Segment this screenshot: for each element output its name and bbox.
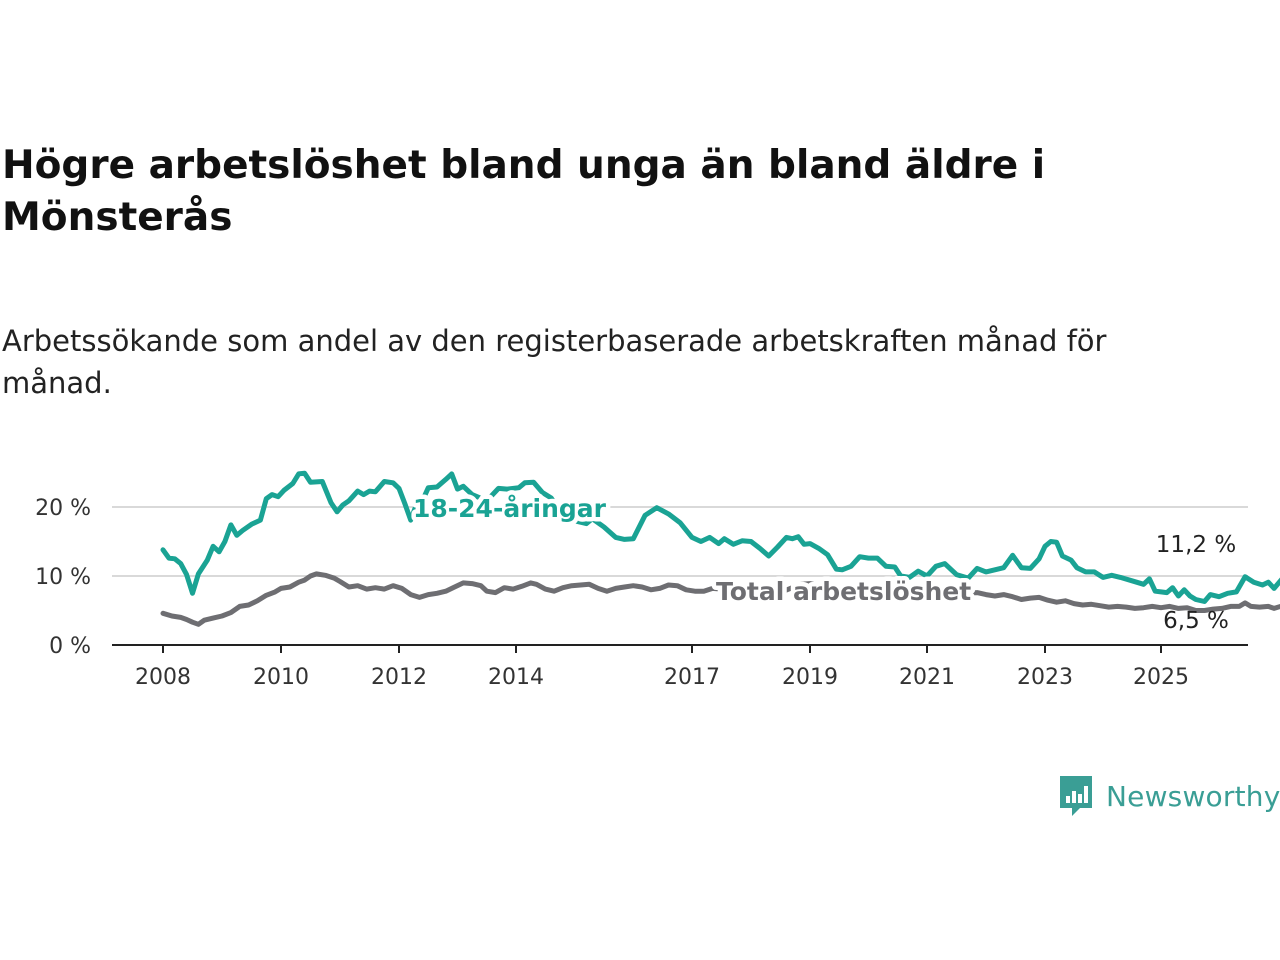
brand-name: Newsworthy <box>1106 779 1280 813</box>
x-tick-label: 2019 <box>782 665 838 690</box>
x-tick-label: 2025 <box>1133 665 1189 690</box>
y-axis-tick-labels: 0 % 10 % 20 % <box>35 496 91 659</box>
chart-title: Högre arbetslöshet bland unga än bland ä… <box>2 143 1046 240</box>
series-lines <box>160 470 1280 627</box>
x-tick-label: 2008 <box>135 665 191 690</box>
series-label-total: Total arbetslöshet <box>716 577 971 606</box>
series-line-total <box>160 571 1280 627</box>
y-tick-label: 10 % <box>35 565 91 590</box>
grid-lines <box>112 506 1248 577</box>
end-label-youth: 11,2 % <box>1156 532 1236 558</box>
x-tick-label: 2017 <box>664 665 720 690</box>
x-tick-label: 2023 <box>1017 665 1073 690</box>
line-chart: 0 % 10 % 20 % 2008 2010 2012 2014 2017 2019 2021… <box>35 470 1280 690</box>
x-tick-label: 2010 <box>253 665 309 690</box>
series-line-youth <box>160 470 1280 604</box>
newsworthy-logo-icon <box>1058 774 1094 818</box>
end-label-total: 6,5 % <box>1163 608 1229 634</box>
y-tick-label: 20 % <box>35 496 91 521</box>
series-label-youth: 18-24-åringar <box>413 494 607 523</box>
y-tick-label: 0 % <box>49 634 91 659</box>
chart-subtitle: Arbetssökande som andel av den registerb… <box>2 324 1107 400</box>
x-tick-label: 2012 <box>371 665 427 690</box>
series-label-total-halo: Total arbetslöshet <box>716 577 971 606</box>
x-tick-label: 2014 <box>488 665 544 690</box>
series-label-youth-halo: 18-24-åringar <box>413 494 607 523</box>
newsworthy-logo: Newsworthy <box>1058 772 1280 820</box>
x-axis: 2008 2010 2012 2014 2017 2019 2021 2023 2025 <box>112 644 1248 690</box>
x-tick-label: 2021 <box>899 665 955 690</box>
